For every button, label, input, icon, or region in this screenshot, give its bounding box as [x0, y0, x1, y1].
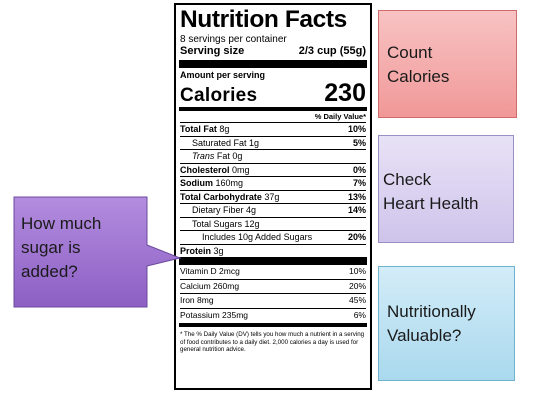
row-cholesterol: Cholesterol 0mg 0%	[180, 162, 366, 177]
callout-line: sugar is	[21, 238, 81, 257]
nutrient-name: Vitamin D 2mcg	[180, 266, 240, 276]
nutrient-amount: 8g	[219, 124, 230, 134]
nutrient-name: Trans	[192, 151, 215, 161]
row-total-fat: Total Fat 8g 10%	[180, 122, 366, 136]
callout-line: How much	[21, 214, 102, 233]
nutrient-pct: 0%	[352, 164, 366, 175]
nutrient-name: Protein	[180, 245, 212, 256]
box-line: Check	[383, 170, 432, 189]
calories-row: Calories 230	[180, 80, 366, 106]
nutritionally-valuable-box: Nutritionally Valuable?	[378, 266, 515, 381]
nutrient-name: Cholesterol	[180, 164, 230, 175]
serving-size-value: 2/3 cup (55g)	[298, 45, 366, 57]
count-calories-box: Count Calories	[378, 10, 517, 118]
box-line: Valuable?	[387, 326, 462, 345]
divider-thick	[179, 60, 367, 68]
calories-label: Calories	[180, 85, 258, 106]
divider-medium	[179, 107, 367, 111]
label-title: Nutrition Facts	[180, 6, 347, 33]
row-sodium: Sodium 160mg 7%	[180, 176, 366, 190]
callout-text: How much sugar is added?	[21, 212, 139, 284]
nutrient-pct: 7%	[352, 178, 366, 188]
nutrient-name: Dietary Fiber 4g	[192, 205, 257, 215]
divider-thick	[179, 257, 367, 265]
amount-per-serving: Amount per serving	[180, 70, 266, 80]
heart-health-box: Check Heart Health	[378, 135, 514, 243]
nutrient-name: Includes 10g Added Sugars	[202, 232, 313, 242]
nutrient-name: Total Sugars 12g	[192, 218, 260, 229]
nutrient-pct: 6%	[353, 309, 366, 320]
nutrient-name: Total Carbohydrate	[180, 191, 262, 202]
nutrient-pct: 45%	[348, 295, 366, 305]
nutrition-facts-label: Nutrition Facts 8 servings per container…	[174, 3, 372, 390]
nutrient-name: Sodium	[180, 178, 213, 188]
row-protein: Protein 3g	[180, 243, 366, 258]
row-saturated-fat: Saturated Fat 1g 5%	[180, 135, 366, 150]
row-vitamin-d: Vitamin D 2mcg 10%	[180, 265, 366, 279]
daily-value-header: % Daily Value*	[314, 112, 366, 121]
nutrient-pct: 10%	[348, 266, 366, 276]
servings-per-container: 8 servings per container	[180, 34, 287, 45]
calories-value: 230	[324, 79, 366, 107]
daily-value-footnote: * The % Daily Value (DV) tells you how m…	[180, 331, 365, 354]
nutrient-amount: Fat 0g	[216, 151, 243, 161]
row-dietary-fiber: Dietary Fiber 4g 14%	[180, 203, 366, 217]
callout-line: added?	[21, 262, 78, 281]
nutrient-name: Iron 8mg	[180, 295, 214, 305]
box-line: Heart Health	[383, 194, 479, 213]
nutrient-pct: 10%	[347, 124, 366, 134]
divider-medium	[179, 323, 367, 327]
nutrient-amount: 37g	[264, 191, 280, 202]
serving-size-row: Serving size 2/3 cup (55g)	[180, 45, 366, 58]
nutrient-amount: 3g	[213, 245, 224, 256]
row-potassium: Potassium 235mg 6%	[180, 307, 366, 323]
nutrient-name: Total Fat	[180, 124, 217, 134]
nutrient-pct: 5%	[352, 137, 366, 148]
nutrient-pct: 20%	[347, 232, 366, 242]
nutrient-name: Potassium 235mg	[180, 309, 249, 320]
box-line: Count	[387, 43, 433, 62]
serving-size-label: Serving size	[180, 45, 245, 57]
nutrient-name: Saturated Fat 1g	[192, 137, 260, 148]
nutrient-pct: 20%	[348, 280, 366, 291]
nutrient-name: Calcium 260mg	[180, 280, 240, 291]
row-calcium: Calcium 260mg 20%	[180, 278, 366, 294]
box-line: Calories	[387, 67, 450, 86]
box-line: Nutritionally	[387, 302, 476, 321]
row-iron: Iron 8mg 45%	[180, 293, 366, 308]
row-total-sugars: Total Sugars 12g	[180, 216, 366, 231]
row-total-carbohydrate: Total Carbohydrate 37g 13%	[180, 189, 366, 204]
nutrient-amount: 0mg	[232, 164, 250, 175]
row-added-sugars: Includes 10g Added Sugars 20%	[180, 230, 366, 244]
nutrient-pct: 13%	[347, 191, 366, 202]
nutrient-pct: 14%	[347, 205, 366, 215]
nutrient-amount: 160mg	[215, 178, 244, 188]
row-trans-fat: Trans Fat 0g	[180, 149, 366, 163]
